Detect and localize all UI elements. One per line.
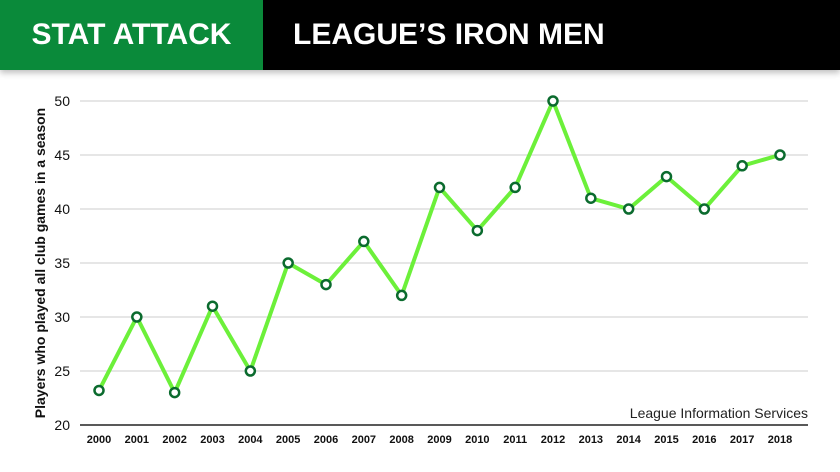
y-tick-label: 45 (54, 147, 70, 163)
y-axis-label: Players who played all club games in a s… (32, 108, 48, 418)
data-point (471, 224, 484, 237)
x-tick-label: 2007 (352, 434, 376, 446)
x-tick-label: 2000 (87, 434, 111, 446)
data-point (698, 203, 711, 215)
data-point (433, 181, 446, 194)
x-tick-label: 2014 (616, 434, 641, 446)
x-tick-label: 2010 (465, 434, 489, 446)
x-tick-label: 2016 (692, 434, 716, 446)
y-tick-label: 40 (54, 201, 70, 217)
series-line (97, 99, 781, 395)
data-point (585, 192, 597, 204)
data-point (774, 149, 786, 161)
y-tick-label: 35 (54, 255, 70, 271)
x-tick-label: 2011 (503, 434, 527, 446)
data-point (395, 289, 408, 302)
x-tick-label: 2015 (654, 434, 678, 446)
x-tick-label: 2013 (579, 434, 603, 446)
data-point (547, 95, 559, 107)
header: STAT ATTACK LEAGUE’S IRON MEN (0, 0, 840, 70)
x-tick-label: 2017 (730, 434, 754, 446)
source-label: League Information Services (630, 405, 808, 421)
header-title: LEAGUE’S IRON MEN (263, 0, 840, 70)
x-tick-label: 2006 (314, 434, 338, 446)
y-tick-label: 30 (54, 309, 70, 325)
data-point (358, 235, 370, 248)
data-point (206, 300, 219, 312)
data-point (282, 257, 294, 269)
header-brand: STAT ATTACK (0, 0, 263, 70)
x-tick-label: 2005 (276, 434, 300, 446)
data-point (244, 365, 257, 377)
x-tick-label: 2012 (541, 434, 565, 446)
x-tick-label: 2018 (768, 434, 792, 446)
x-tick-label: 2008 (389, 434, 413, 446)
data-point (622, 203, 635, 215)
y-tick-label: 25 (54, 363, 70, 379)
x-tick-label: 2002 (162, 434, 186, 446)
data-point (660, 170, 673, 183)
x-tick-label: 2009 (427, 434, 451, 446)
data-point (131, 311, 143, 323)
y-tick-label: 20 (54, 417, 70, 433)
y-tick-label: 50 (54, 93, 70, 109)
data-point (168, 386, 181, 399)
data-point (93, 384, 105, 397)
x-tick-label: 2001 (125, 434, 149, 446)
data-point (736, 160, 748, 172)
data-point (320, 278, 332, 291)
x-tick-label: 2003 (200, 434, 224, 446)
data-point (509, 181, 521, 194)
x-tick-label: 2004 (238, 434, 263, 446)
